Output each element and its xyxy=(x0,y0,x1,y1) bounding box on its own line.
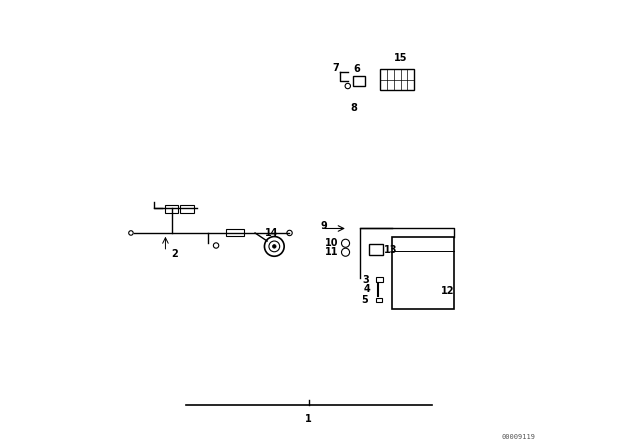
Bar xyxy=(369,244,383,255)
Text: 5: 5 xyxy=(362,295,368,305)
Bar xyxy=(380,69,414,90)
Text: 11: 11 xyxy=(325,247,339,257)
Text: 7: 7 xyxy=(333,63,339,73)
Text: 3: 3 xyxy=(363,275,369,284)
Bar xyxy=(165,205,178,213)
Bar xyxy=(376,298,382,302)
Text: 9: 9 xyxy=(320,221,327,231)
Bar xyxy=(226,229,244,236)
Text: 00009119: 00009119 xyxy=(501,434,535,440)
Text: 10: 10 xyxy=(325,238,339,248)
Circle shape xyxy=(273,245,276,248)
Text: 13: 13 xyxy=(384,245,397,254)
Text: 8: 8 xyxy=(350,103,357,112)
Bar xyxy=(353,76,365,86)
Bar xyxy=(180,205,194,213)
Text: 4: 4 xyxy=(364,284,370,294)
Text: 15: 15 xyxy=(394,53,408,63)
Bar xyxy=(392,237,454,309)
Text: 1: 1 xyxy=(305,414,312,424)
Text: 6: 6 xyxy=(354,65,360,74)
Text: 12: 12 xyxy=(441,286,454,296)
Text: 2: 2 xyxy=(171,249,178,259)
Bar xyxy=(376,277,383,282)
Text: 14: 14 xyxy=(266,228,279,238)
